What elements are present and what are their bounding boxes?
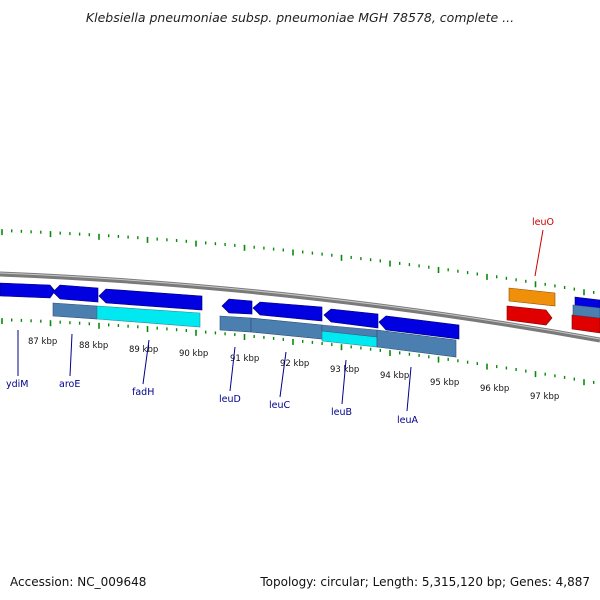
gene-labels-above: leuO [532, 217, 554, 277]
scale-label-97: 97 kbp [530, 392, 559, 402]
scale-label-95: 95 kbp [430, 378, 459, 388]
gene-arrow-leuD[interactable] [221, 298, 253, 315]
scale-label-88: 88 kbp [79, 341, 108, 351]
accession-label: Accession: NC_009648 [10, 575, 147, 589]
gene-arrow-leuC[interactable] [252, 301, 323, 322]
cds-band-track [52, 302, 600, 358]
genome-backbone-highlight [0, 272, 600, 340]
leader-line-leuC [279, 351, 287, 398]
gene-arrow-aroE[interactable] [52, 284, 99, 303]
gene-arrow-leuO[interactable] [508, 287, 556, 307]
cds-band-leuA[interactable] [376, 329, 457, 358]
leader-line-leuA [406, 366, 412, 412]
scale-labels: 87 kbp 88 kbp 89 kbp 90 kbp 91 kbp 92 kb… [28, 337, 559, 402]
gene-label-leuD[interactable]: leuD [219, 394, 241, 405]
leader-line-fadH [142, 339, 150, 385]
genome-backbone [0, 271, 600, 343]
inner-tick-track [1, 318, 595, 386]
scale-label-92: 92 kbp [280, 359, 309, 369]
cds-band-aroE[interactable] [52, 302, 98, 320]
scale-label-91: 91 kbp [230, 354, 259, 364]
outer-tick-track [1, 229, 595, 296]
map-title: Klebsiella pneumoniae subsp. pneumoniae … [85, 10, 515, 25]
gene-label-ydiM[interactable]: ydiM [6, 379, 29, 390]
gene-arrow-fadH[interactable] [98, 288, 203, 311]
scale-label-87: 87 kbp [28, 337, 57, 347]
cds-band-leuC[interactable] [250, 317, 323, 340]
cds-band-fadH[interactable] [96, 305, 201, 328]
gene-arrow-leuA[interactable] [378, 315, 460, 340]
reverse-strand-track [506, 287, 600, 334]
gene-label-fadH[interactable]: fadH [132, 387, 154, 398]
gene-arrow-leuB[interactable] [323, 308, 379, 329]
gene-label-aroE[interactable]: aroE [59, 379, 80, 390]
scale-label-89: 89 kbp [129, 345, 158, 355]
forward-strand-track [0, 282, 600, 340]
scale-label-90: 90 kbp [179, 349, 208, 359]
cds-band-leuD[interactable] [219, 315, 252, 333]
leader-line-leuD [229, 346, 236, 392]
gene-label-leuO[interactable]: leuO [532, 217, 554, 228]
cds-band-right-edge[interactable] [572, 304, 600, 319]
gene-labels-below [17, 330, 412, 412]
leader-line-leuO [534, 229, 544, 277]
scale-label-94: 94 kbp [380, 371, 409, 381]
genome-info-label: Topology: circular; Length: 5,315,120 bp… [260, 575, 590, 589]
gene-arrow-red-1[interactable] [506, 305, 553, 326]
leader-line-leuB [341, 359, 347, 405]
leader-line-aroE [69, 333, 73, 377]
gene-label-leuA[interactable]: leuA [397, 415, 419, 426]
gene-label-leuC[interactable]: leuC [269, 400, 291, 411]
scale-label-96: 96 kbp [480, 384, 509, 394]
gene-label-text-below: ydiM aroE fadH leuD leuC leuB leuA [6, 379, 419, 426]
gene-label-leuB[interactable]: leuB [331, 407, 352, 418]
gene-arrow-ydiM[interactable] [0, 282, 56, 299]
